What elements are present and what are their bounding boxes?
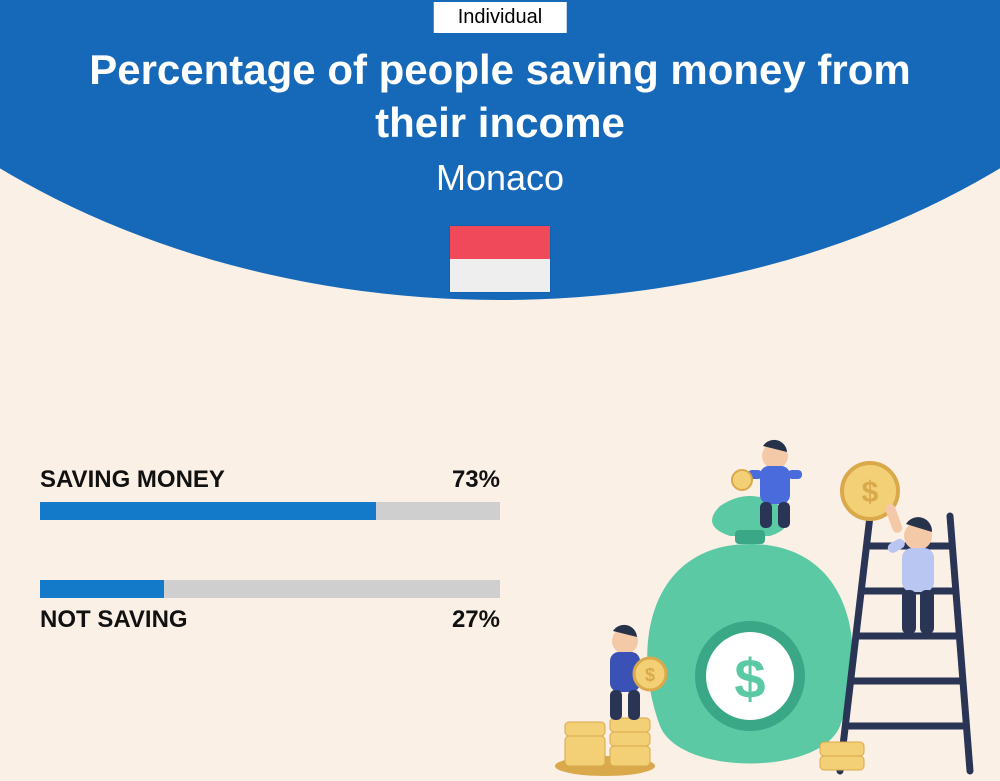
country-name: Monaco: [0, 157, 1000, 199]
category-tag: Individual: [434, 2, 567, 33]
flag-stripe-bottom: [450, 259, 550, 292]
svg-text:$: $: [862, 476, 879, 509]
bar-track: [40, 580, 500, 598]
flag-stripe-top: [450, 226, 550, 259]
page-title: Percentage of people saving money from t…: [0, 44, 1000, 149]
bar-track: [40, 502, 500, 520]
savings-illustration: $ $: [550, 426, 980, 776]
bar-value: 27%: [452, 606, 500, 634]
bar-row: NOT SAVING 27%: [40, 580, 500, 634]
bar-label: NOT SAVING: [40, 606, 188, 634]
money-bag-icon: $ $: [550, 426, 980, 776]
bar-label-row: NOT SAVING 27%: [40, 606, 500, 634]
title-block: Percentage of people saving money from t…: [0, 44, 1000, 199]
country-flag: [450, 226, 550, 292]
bar-row: SAVING MONEY 73%: [40, 466, 500, 520]
bar-value: 73%: [452, 466, 500, 494]
svg-text:$: $: [645, 665, 655, 685]
svg-text:$: $: [734, 647, 765, 710]
bar-fill: [40, 502, 376, 520]
bar-label: SAVING MONEY: [40, 466, 225, 494]
bar-label-row: SAVING MONEY 73%: [40, 466, 500, 494]
bar-chart: SAVING MONEY 73% NOT SAVING 27%: [40, 466, 500, 694]
bar-fill: [40, 580, 164, 598]
